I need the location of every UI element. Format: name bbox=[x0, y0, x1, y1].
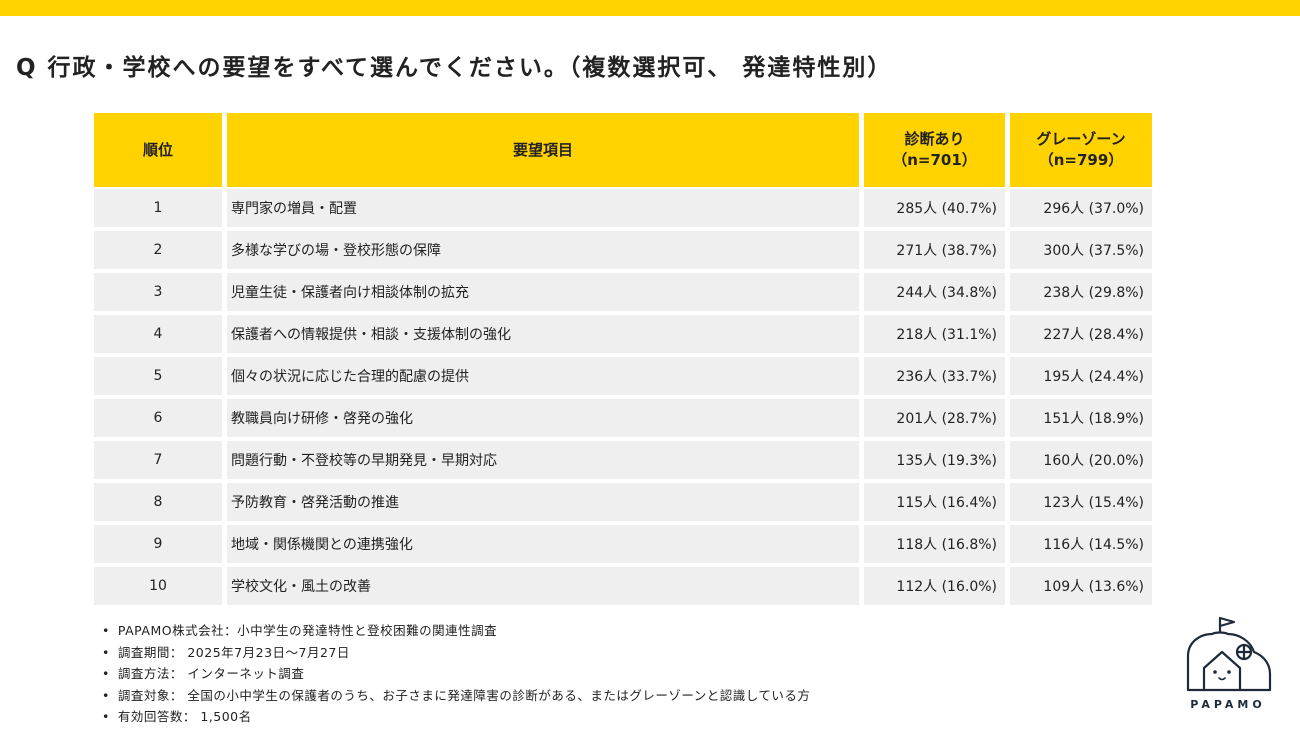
papamo-logo: PAPAMO bbox=[1180, 612, 1276, 717]
note-responses: 有効回答数： 1,500名 bbox=[102, 706, 810, 728]
diagnosed-cell: 236人 (33.7%) bbox=[864, 357, 1005, 395]
diagnosed-cell: 115人 (16.4%) bbox=[864, 483, 1005, 521]
grayzone-cell: 195人 (24.4%) bbox=[1010, 357, 1152, 395]
rank-cell: 7 bbox=[94, 441, 222, 479]
diagnosed-cell: 285人 (40.7%) bbox=[864, 189, 1005, 227]
rank-cell: 10 bbox=[94, 567, 222, 605]
diagnosed-cell: 112人 (16.0%) bbox=[864, 567, 1005, 605]
item-cell: 児童生徒・保護者向け相談体制の拡充 bbox=[227, 273, 859, 311]
top-accent-bar bbox=[0, 0, 1300, 16]
header-grayzone-label: グレーゾーン bbox=[1036, 130, 1126, 148]
header-grayzone-n: （n=799） bbox=[1038, 151, 1124, 169]
item-cell: 保護者への情報提供・相談・支援体制の強化 bbox=[227, 315, 859, 353]
rank-cell: 6 bbox=[94, 399, 222, 437]
page-title: Q 行政・学校への要望をすべて選んでください。（複数選択可、 発達特性別） bbox=[16, 55, 893, 81]
item-cell: 多様な学びの場・登校形態の保障 bbox=[227, 231, 859, 269]
grayzone-cell: 109人 (13.6%) bbox=[1010, 567, 1152, 605]
diagnosed-cell: 118人 (16.8%) bbox=[864, 525, 1005, 563]
note-period: 調査期間： 2025年7月23日～7月27日 bbox=[102, 642, 810, 664]
table-row: 10 学校文化・風土の改善 112人 (16.0%) 109人 (13.6%) bbox=[94, 567, 1152, 605]
item-cell: 個々の状況に応じた合理的配慮の提供 bbox=[227, 357, 859, 395]
diagnosed-cell: 135人 (19.3%) bbox=[864, 441, 1005, 479]
survey-notes: PAPAMO株式会社：小中学生の発達特性と登校困難の関連性調査 調査期間： 20… bbox=[102, 620, 810, 728]
table-row: 9 地域・関係機関との連携強化 118人 (16.8%) 116人 (14.5%… bbox=[94, 525, 1152, 563]
grayzone-cell: 116人 (14.5%) bbox=[1010, 525, 1152, 563]
note-company: PAPAMO株式会社：小中学生の発達特性と登校困難の関連性調査 bbox=[102, 620, 810, 642]
diagnosed-cell: 218人 (31.1%) bbox=[864, 315, 1005, 353]
header-diagnosed-label: 診断あり bbox=[904, 130, 965, 148]
table-row: 2 多様な学びの場・登校形態の保障 271人 (38.7%) 300人 (37.… bbox=[94, 231, 1152, 269]
rank-cell: 4 bbox=[94, 315, 222, 353]
rank-cell: 9 bbox=[94, 525, 222, 563]
grayzone-cell: 300人 (37.5%) bbox=[1010, 231, 1152, 269]
item-cell: 学校文化・風土の改善 bbox=[227, 567, 859, 605]
item-cell: 地域・関係機関との連携強化 bbox=[227, 525, 859, 563]
item-cell: 問題行動・不登校等の早期発見・早期対応 bbox=[227, 441, 859, 479]
grayzone-cell: 296人 (37.0%) bbox=[1010, 189, 1152, 227]
header-diagnosed-n: （n=701） bbox=[892, 151, 977, 169]
rank-cell: 1 bbox=[94, 189, 222, 227]
table-row: 3 児童生徒・保護者向け相談体制の拡充 244人 (34.8%) 238人 (2… bbox=[94, 273, 1152, 311]
table-row: 8 予防教育・啓発活動の推進 115人 (16.4%) 123人 (15.4%) bbox=[94, 483, 1152, 521]
table-row: 6 教職員向け研修・啓発の強化 201人 (28.7%) 151人 (18.9%… bbox=[94, 399, 1152, 437]
header-diagnosed: 診断あり （n=701） bbox=[864, 113, 1005, 187]
header-grayzone: グレーゾーン （n=799） bbox=[1010, 113, 1152, 187]
table-row: 1 専門家の増員・配置 285人 (40.7%) 296人 (37.0%) bbox=[94, 189, 1152, 227]
house-face-logo-icon bbox=[1186, 616, 1272, 692]
rank-cell: 2 bbox=[94, 231, 222, 269]
diagnosed-cell: 201人 (28.7%) bbox=[864, 399, 1005, 437]
diagnosed-cell: 271人 (38.7%) bbox=[864, 231, 1005, 269]
note-target: 調査対象： 全国の小中学生の保護者のうち、お子さまに発達障害の診断がある、または… bbox=[102, 685, 810, 707]
table-row: 7 問題行動・不登校等の早期発見・早期対応 135人 (19.3%) 160人 … bbox=[94, 441, 1152, 479]
grayzone-cell: 123人 (15.4%) bbox=[1010, 483, 1152, 521]
rank-cell: 8 bbox=[94, 483, 222, 521]
rank-cell: 3 bbox=[94, 273, 222, 311]
grayzone-cell: 160人 (20.0%) bbox=[1010, 441, 1152, 479]
diagnosed-cell: 244人 (34.8%) bbox=[864, 273, 1005, 311]
table-header-row: 順位 要望項目 診断あり （n=701） グレーゾーン （n=799） bbox=[94, 113, 1152, 187]
item-cell: 教職員向け研修・啓発の強化 bbox=[227, 399, 859, 437]
grayzone-cell: 238人 (29.8%) bbox=[1010, 273, 1152, 311]
grayzone-cell: 151人 (18.9%) bbox=[1010, 399, 1152, 437]
item-cell: 予防教育・啓発活動の推進 bbox=[227, 483, 859, 521]
rank-cell: 5 bbox=[94, 357, 222, 395]
header-rank: 順位 bbox=[94, 113, 222, 187]
table-row: 5 個々の状況に応じた合理的配慮の提供 236人 (33.7%) 195人 (2… bbox=[94, 357, 1152, 395]
grayzone-cell: 227人 (28.4%) bbox=[1010, 315, 1152, 353]
note-method: 調査方法： インターネット調査 bbox=[102, 663, 810, 685]
item-cell: 専門家の増員・配置 bbox=[227, 189, 859, 227]
header-item: 要望項目 bbox=[227, 113, 859, 187]
logo-text: PAPAMO bbox=[1190, 698, 1266, 711]
table-row: 4 保護者への情報提供・相談・支援体制の強化 218人 (31.1%) 227人… bbox=[94, 315, 1152, 353]
